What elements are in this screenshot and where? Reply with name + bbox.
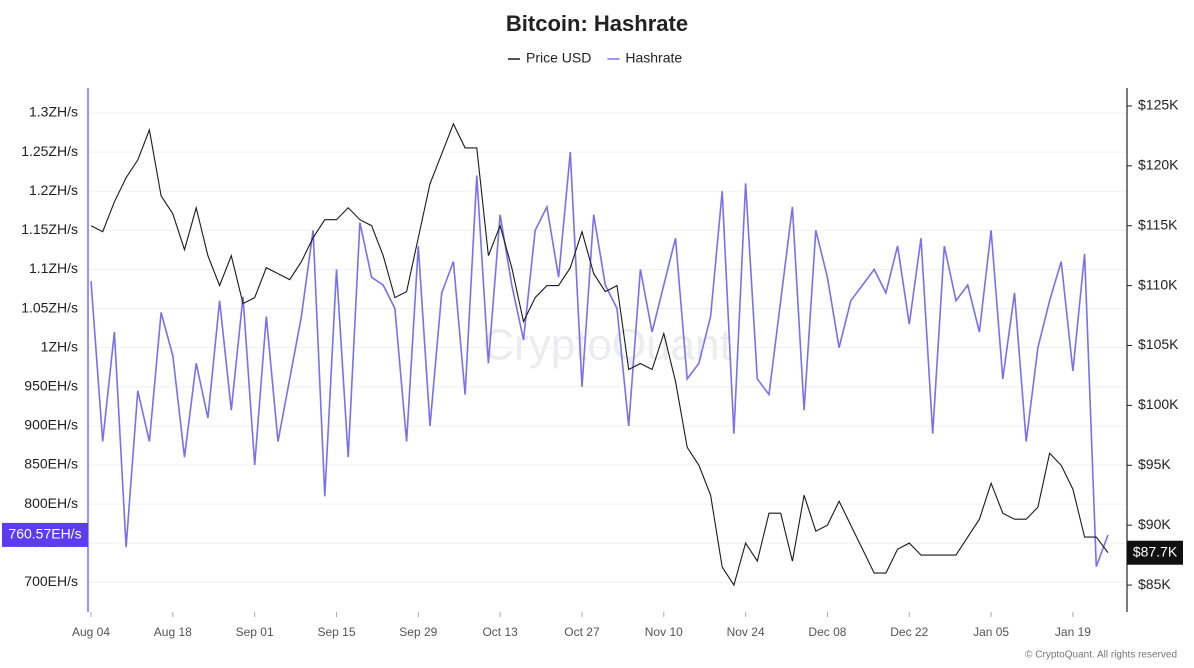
- y-tick-label: 700EH/s: [24, 573, 78, 589]
- x-tick-label: Nov 10: [645, 625, 683, 639]
- y-tick-label: 1.1ZH/s: [29, 260, 78, 276]
- y-tick-label: 800EH/s: [24, 495, 78, 511]
- x-tick-label: Jan 05: [973, 625, 1009, 639]
- y-tick-label: 850EH/s: [24, 456, 78, 472]
- legend: Price USD Hashrate: [508, 50, 682, 66]
- x-tick-label: Dec 22: [890, 625, 928, 639]
- x-tick-label: Aug 18: [154, 625, 192, 639]
- series-line: [90, 152, 1109, 567]
- y2-tick-label: $120K: [1138, 157, 1179, 173]
- badge-label: $87.7K: [1133, 543, 1178, 559]
- last-value-badge: 760.57EH/s: [2, 522, 88, 547]
- y2-tick-label: $95K: [1138, 456, 1171, 472]
- badge-bg: [2, 522, 88, 547]
- x-tick-label: Dec 08: [808, 625, 846, 639]
- series-line: [90, 122, 1109, 587]
- y2-tick-label: $105K: [1138, 336, 1179, 352]
- y-tick-label: 1ZH/s: [41, 338, 78, 354]
- y2-tick-label: $90K: [1138, 516, 1171, 532]
- badge-label: 760.57EH/s: [8, 526, 81, 542]
- x-tick-label: Sep 15: [317, 625, 355, 639]
- badge-bg: [1127, 540, 1183, 565]
- y-tick-label: 950EH/s: [24, 377, 78, 393]
- x-tick-label: Aug 04: [72, 625, 110, 639]
- y2-tick-label: $85K: [1138, 576, 1171, 592]
- y2-tick-label: $125K: [1138, 97, 1179, 113]
- legend-label: Price USD: [526, 50, 591, 66]
- x-tick-label: Jan 19: [1055, 625, 1091, 639]
- y2-tick-label: $110K: [1138, 276, 1178, 292]
- last-value-badge: $87.7K: [1127, 540, 1183, 565]
- legend-label: Hashrate: [625, 50, 682, 66]
- chart-title: Bitcoin: Hashrate: [506, 11, 688, 36]
- x-tick-label: Sep 29: [399, 625, 437, 639]
- y-tick-label: 1.05ZH/s: [21, 299, 78, 315]
- y-tick-label: 900EH/s: [24, 417, 78, 433]
- x-tick-label: Nov 24: [727, 625, 765, 639]
- footer: © CryptoQuant. All rights reserved: [1025, 650, 1177, 661]
- x-tick-label: Oct 13: [482, 625, 518, 639]
- x-tick-label: Sep 01: [236, 625, 274, 639]
- y2-tick-label: $115K: [1138, 216, 1178, 232]
- x-tick-label: Oct 27: [564, 625, 600, 639]
- watermark: CryptoQuant: [482, 321, 731, 370]
- y-tick-label: 1.2ZH/s: [29, 182, 78, 198]
- y-tick-label: 1.25ZH/s: [21, 143, 78, 159]
- y2-tick-label: $100K: [1138, 396, 1179, 412]
- y-tick-label: 1.3ZH/s: [29, 104, 78, 120]
- y-tick-label: 1.15ZH/s: [21, 221, 78, 237]
